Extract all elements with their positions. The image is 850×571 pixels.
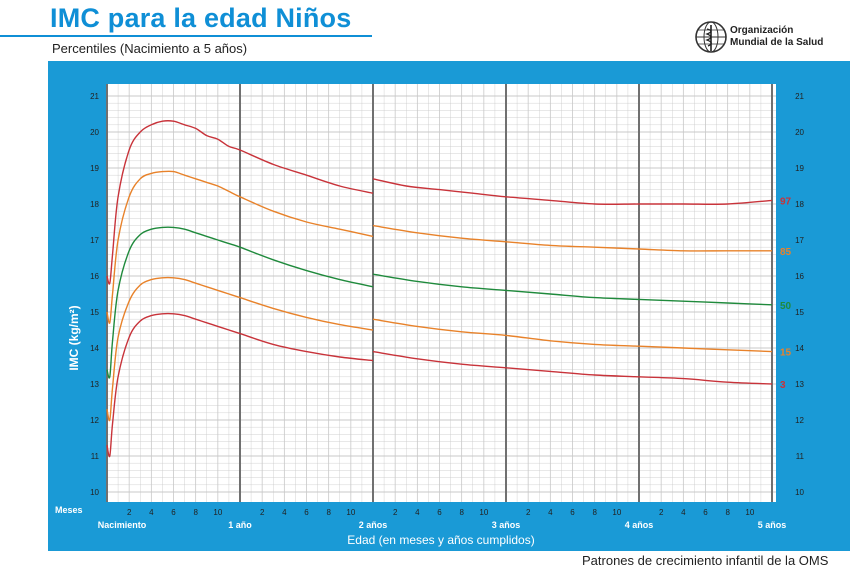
footer-source: Patrones de crecimiento infantil de la O… — [582, 553, 829, 568]
y-tick-label-left: 11 — [91, 452, 100, 461]
y-tick-label-left: 18 — [90, 200, 99, 209]
y-tick-label-left: 16 — [90, 272, 99, 281]
year-tick-label: 3 años — [492, 520, 521, 530]
percentile-50-series — [106, 226, 773, 379]
y-tick-label-right: 14 — [795, 344, 804, 353]
percentile-85-series — [106, 170, 772, 324]
months-row-label: Meses — [55, 505, 83, 515]
month-tick-label: 10 — [346, 508, 355, 517]
percentile-85-label: 85 — [780, 247, 792, 258]
month-tick-label: 2 — [526, 508, 531, 517]
y-tick-label-left: 10 — [90, 488, 99, 497]
month-tick-label: 10 — [479, 508, 488, 517]
who-emblem-icon — [695, 21, 727, 53]
y-tick-label-right: 11 — [796, 452, 805, 461]
year-tick-label: Nacimiento — [98, 520, 147, 530]
month-tick-label: 2 — [127, 508, 132, 517]
percentile-50-line-2y-to-5y — [372, 273, 773, 306]
percentile-3-series — [106, 312, 773, 458]
y-tick-label-right: 18 — [795, 200, 804, 209]
y-tick-label-right: 13 — [795, 380, 804, 389]
percentile-50-line-birth-to-2y — [106, 226, 374, 379]
who-logo-block: Organización Mundial de la Salud — [694, 20, 823, 54]
percentile-15-series — [106, 276, 773, 422]
percentile-97-series — [106, 120, 773, 285]
plot-area — [107, 84, 776, 502]
month-tick-label: 8 — [193, 508, 198, 517]
month-tick-label: 4 — [282, 508, 287, 517]
y-tick-label-right: 15 — [795, 308, 804, 317]
month-tick-label: 4 — [149, 508, 154, 517]
month-tick-label: 6 — [171, 508, 176, 517]
y-tick-label-left: 17 — [90, 236, 99, 245]
month-tick-label: 8 — [725, 508, 730, 517]
grid — [106, 84, 776, 502]
month-tick-label: 10 — [213, 508, 222, 517]
month-tick-label: 6 — [437, 508, 442, 517]
month-tick-label: 6 — [304, 508, 309, 517]
org-name-line2: Mundial de la Salud — [730, 37, 824, 48]
y-tick-label-left: 20 — [90, 128, 99, 137]
month-tick-label: 8 — [592, 508, 597, 517]
percentile-3-line-birth-to-2y — [106, 312, 374, 458]
y-tick-label-left: 15 — [90, 308, 99, 317]
month-tick-label: 8 — [326, 508, 331, 517]
month-tick-label: 6 — [703, 508, 708, 517]
month-tick-label: 4 — [415, 508, 420, 517]
y-tick-label-right: 12 — [795, 416, 804, 425]
percentile-15-line-2y-to-5y — [372, 318, 773, 353]
x-axis-label: Edad (en meses y años cumplidos) — [347, 533, 534, 547]
year-tick-label: 4 años — [625, 520, 654, 530]
month-tick-label: 6 — [570, 508, 575, 517]
percentile-97-line-birth-to-2y — [106, 120, 374, 285]
percentile-15-line-birth-to-2y — [106, 276, 374, 422]
y-tick-label-left: 21 — [90, 92, 99, 101]
percentile-50-label: 50 — [780, 301, 792, 312]
y-axis-label: IMC (kg/m²) — [67, 305, 81, 370]
percentile-85-line-2y-to-5y — [372, 224, 772, 252]
y-tick-label-left: 14 — [90, 344, 99, 353]
y-tick-label-right: 21 — [795, 92, 804, 101]
org-name-line1: Organización — [730, 25, 794, 36]
month-tick-label: 4 — [548, 508, 553, 517]
y-tick-label-right: 19 — [795, 164, 804, 173]
percentile-97-label: 97 — [780, 196, 792, 207]
y-tick-label-left: 19 — [90, 164, 99, 173]
y-tick-label-left: 12 — [90, 416, 99, 425]
month-tick-label: 2 — [260, 508, 265, 517]
month-tick-label: 4 — [681, 508, 686, 517]
title-divider — [0, 35, 372, 37]
y-tick-label-right: 17 — [795, 236, 804, 245]
percentile-3-line-2y-to-5y — [372, 350, 773, 385]
year-tick-label: 2 años — [359, 520, 388, 530]
month-tick-label: 2 — [659, 508, 664, 517]
page-title: IMC para la edad Niños — [50, 3, 352, 33]
page-subtitle: Percentiles (Nacimiento a 5 años) — [52, 41, 248, 56]
month-tick-label: 8 — [459, 508, 464, 517]
month-tick-label: 2 — [393, 508, 398, 517]
y-tick-label-right: 20 — [795, 128, 804, 137]
y-tick-label-left: 13 — [90, 380, 99, 389]
percentile-3-label: 3 — [780, 380, 786, 391]
year-tick-label: 5 años — [758, 520, 787, 530]
month-tick-label: 10 — [745, 508, 754, 517]
percentile-97-line-2y-to-5y — [372, 178, 773, 205]
y-tick-label-right: 10 — [795, 488, 804, 497]
year-tick-label: 1 año — [228, 520, 252, 530]
y-tick-label-right: 16 — [795, 272, 804, 281]
month-tick-label: 10 — [612, 508, 621, 517]
percentile-85-line-birth-to-2y — [106, 170, 374, 324]
percentile-15-label: 15 — [780, 348, 792, 359]
